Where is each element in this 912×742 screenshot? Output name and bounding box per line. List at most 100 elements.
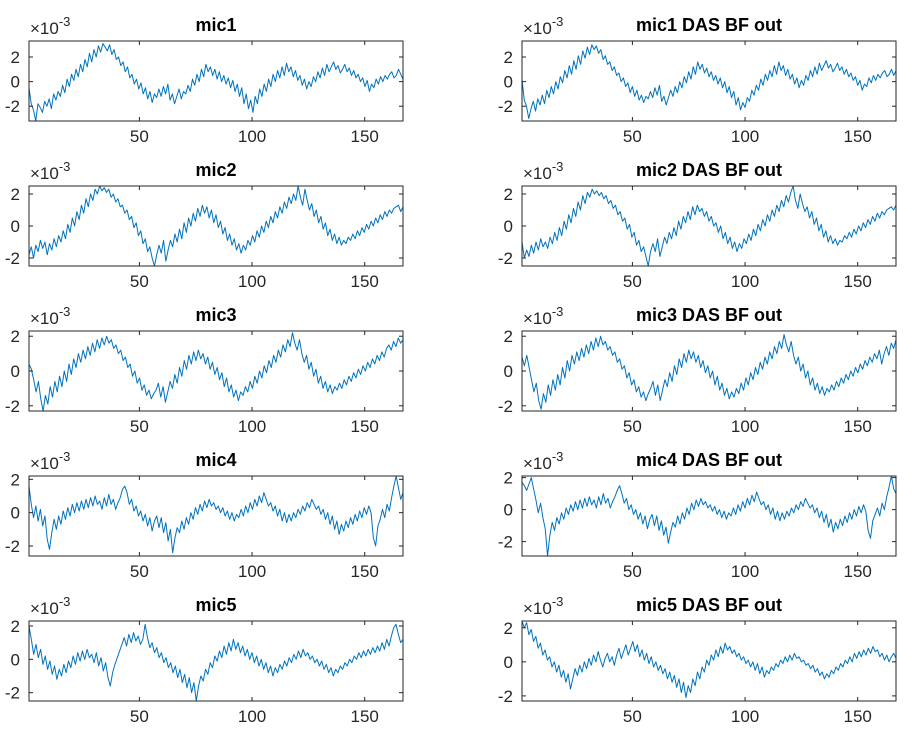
subplot: 50 100 150 -2 0 2 ×10-3 mic2 DAS BF out bbox=[498, 159, 897, 291]
y-tick-label: 0 bbox=[11, 504, 20, 523]
y-exponent-power: -3 bbox=[552, 449, 564, 464]
y-exponent-power: -3 bbox=[552, 14, 564, 29]
y-exponent-power: -3 bbox=[59, 594, 71, 609]
x-tick-label: 50 bbox=[130, 127, 149, 146]
x-tick-label: 150 bbox=[351, 127, 379, 146]
y-tick-label: 0 bbox=[504, 653, 513, 672]
x-tick-label: 150 bbox=[844, 127, 872, 146]
subplot: 50 100 150 -2 0 2 ×10-3 mic2 bbox=[5, 159, 404, 291]
y-tick-label: -2 bbox=[498, 687, 513, 706]
signal-line bbox=[521, 333, 897, 410]
y-tick-label: -2 bbox=[498, 249, 513, 268]
y-tick-label: 2 bbox=[11, 327, 20, 346]
y-tick-label: 2 bbox=[11, 185, 20, 204]
x-tick-label: 50 bbox=[623, 127, 642, 146]
y-exponent-label: ×10-3 bbox=[523, 159, 563, 183]
subplot: 50 100 150 -2 0 2 ×10-3 mic5 DAS BF out bbox=[498, 594, 897, 726]
x-tick-label: 150 bbox=[844, 417, 872, 436]
y-tick-label: 2 bbox=[504, 48, 513, 67]
subplot: 50 100 150 -2 0 2 ×10-3 mic4 DAS BF out bbox=[498, 449, 897, 581]
x-tick-label: 50 bbox=[623, 272, 642, 291]
subplot: 50 100 150 -2 0 2 ×10-3 mic1 bbox=[5, 14, 404, 146]
x-tick-label: 150 bbox=[844, 272, 872, 291]
subplot-title: mic4 DAS BF out bbox=[636, 450, 782, 470]
y-exponent-power: -3 bbox=[552, 304, 564, 319]
y-exponent-label: ×10-3 bbox=[523, 14, 563, 38]
subplot-title: mic4 bbox=[195, 450, 236, 470]
x-tick-label: 100 bbox=[238, 127, 266, 146]
y-exponent-power: -3 bbox=[552, 159, 564, 174]
subplot: 50 100 150 -2 0 2 ×10-3 mic1 DAS BF out bbox=[498, 14, 897, 146]
y-tick-label: 0 bbox=[11, 650, 20, 669]
axes-box bbox=[28, 475, 404, 557]
x-tick-label: 100 bbox=[731, 272, 759, 291]
x-tick-label: 50 bbox=[130, 562, 149, 581]
x-tick-label: 150 bbox=[844, 562, 872, 581]
signal-line bbox=[521, 620, 897, 699]
subplot-title: mic2 DAS BF out bbox=[636, 160, 782, 180]
y-tick-label: -2 bbox=[5, 397, 20, 416]
x-tick-label: 150 bbox=[351, 272, 379, 291]
y-tick-label: -2 bbox=[5, 537, 20, 556]
y-exponent-label: ×10-3 bbox=[523, 304, 563, 328]
subplot: 50 100 150 -2 0 2 ×10-3 mic3 bbox=[5, 304, 404, 436]
axes-box bbox=[521, 40, 897, 122]
axes-box bbox=[521, 620, 897, 702]
x-tick-label: 100 bbox=[731, 127, 759, 146]
y-exponent-label: ×10-3 bbox=[30, 594, 70, 618]
x-tick-label: 150 bbox=[351, 417, 379, 436]
y-exponent-label: ×10-3 bbox=[30, 449, 70, 473]
y-tick-label: 2 bbox=[504, 469, 513, 488]
y-exponent-power: -3 bbox=[59, 14, 71, 29]
x-tick-label: 150 bbox=[844, 707, 872, 726]
x-tick-label: 100 bbox=[731, 707, 759, 726]
y-exponent-label: ×10-3 bbox=[30, 14, 70, 38]
y-tick-label: 0 bbox=[504, 501, 513, 520]
signal-line bbox=[521, 44, 897, 120]
y-exponent-label: ×10-3 bbox=[523, 449, 563, 473]
signal-line bbox=[521, 185, 897, 267]
y-tick-label: 2 bbox=[504, 185, 513, 204]
y-tick-label: 0 bbox=[504, 73, 513, 92]
y-tick-label: 2 bbox=[11, 48, 20, 67]
axes-box bbox=[28, 40, 404, 122]
signal-line bbox=[28, 623, 404, 702]
axes-box bbox=[28, 185, 404, 267]
x-tick-label: 50 bbox=[130, 417, 149, 436]
y-tick-label: 0 bbox=[11, 73, 20, 92]
y-exponent-power: -3 bbox=[59, 449, 71, 464]
subplot-title: mic3 DAS BF out bbox=[636, 305, 782, 325]
subplot-title: mic1 DAS BF out bbox=[636, 15, 782, 35]
x-tick-label: 100 bbox=[238, 417, 266, 436]
y-tick-label: -2 bbox=[498, 397, 513, 416]
y-tick-label: -2 bbox=[5, 97, 20, 116]
x-tick-label: 100 bbox=[731, 417, 759, 436]
signal-line bbox=[28, 475, 404, 554]
signal-line bbox=[521, 475, 897, 557]
subplot-title: mic2 bbox=[195, 160, 236, 180]
y-tick-label: -2 bbox=[498, 533, 513, 552]
subplot: 50 100 150 -2 0 2 ×10-3 mic5 bbox=[5, 594, 404, 726]
signal-line bbox=[28, 185, 404, 267]
subplot-title: mic1 bbox=[195, 15, 236, 35]
y-tick-label: 2 bbox=[504, 327, 513, 346]
y-tick-label: 2 bbox=[11, 470, 20, 489]
axes-box bbox=[28, 620, 404, 702]
y-tick-label: 0 bbox=[11, 217, 20, 236]
y-exponent-label: ×10-3 bbox=[30, 159, 70, 183]
subplot-title: mic5 bbox=[195, 595, 236, 615]
x-tick-label: 50 bbox=[623, 417, 642, 436]
x-tick-label: 50 bbox=[130, 707, 149, 726]
y-tick-label: -2 bbox=[5, 684, 20, 703]
y-tick-label: 2 bbox=[11, 617, 20, 636]
x-tick-label: 50 bbox=[623, 707, 642, 726]
x-tick-label: 100 bbox=[731, 562, 759, 581]
x-tick-label: 100 bbox=[238, 707, 266, 726]
y-tick-label: 0 bbox=[504, 217, 513, 236]
x-tick-label: 150 bbox=[351, 707, 379, 726]
y-tick-label: 0 bbox=[504, 362, 513, 381]
y-exponent-label: ×10-3 bbox=[30, 304, 70, 328]
x-tick-label: 100 bbox=[238, 562, 266, 581]
x-tick-label: 50 bbox=[623, 562, 642, 581]
